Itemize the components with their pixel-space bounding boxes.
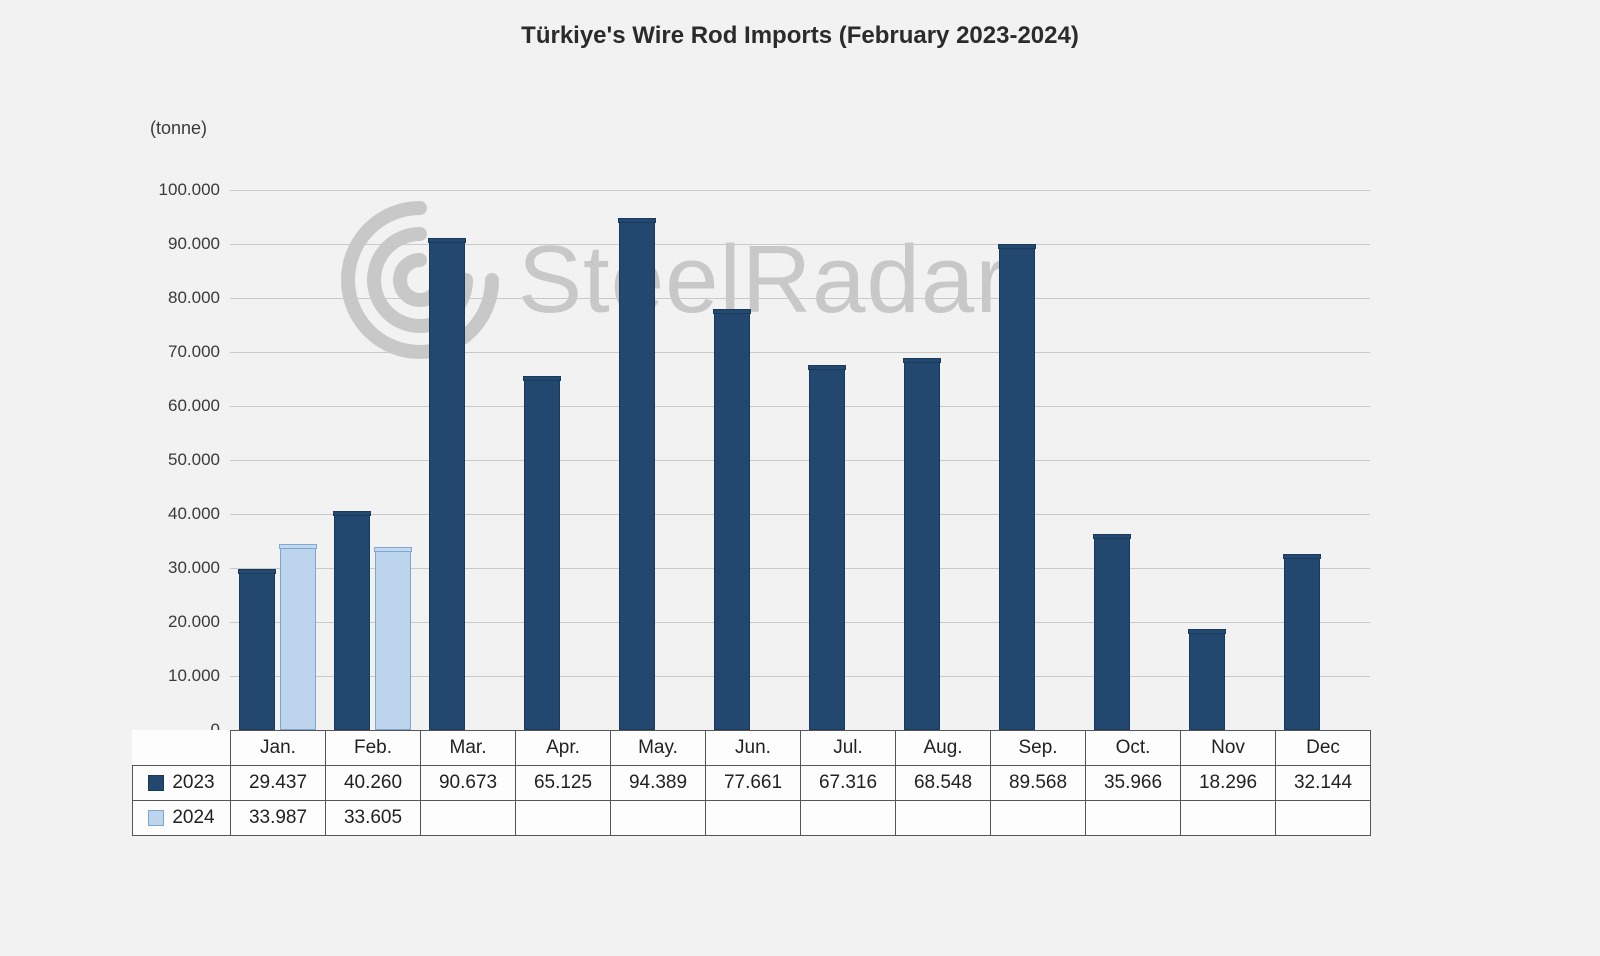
table-header-cell: Apr. <box>516 731 611 766</box>
table-cell: 40.260 <box>326 766 421 801</box>
table-row: 2023 29.43740.26090.67365.12594.38977.661… <box>133 766 1371 801</box>
legend-label: 2023 <box>172 772 214 794</box>
bar-2023-sep <box>999 246 1036 730</box>
legend-swatch-icon <box>148 810 164 826</box>
table-header-cell: Sep. <box>991 731 1086 766</box>
gridline <box>230 460 1370 461</box>
table-cell: 68.548 <box>896 766 991 801</box>
table-header-cell: Mar. <box>421 731 516 766</box>
table-header-cell: Nov <box>1181 731 1276 766</box>
watermark-rings-icon <box>340 200 500 360</box>
bar-2023-feb <box>334 513 371 730</box>
y-tick-label: 90.000 <box>168 234 230 254</box>
table-header-cell: Jan. <box>231 731 326 766</box>
bar-2023-apr <box>524 378 561 730</box>
bar-2023-jun <box>714 311 751 730</box>
legend-label: 2024 <box>172 807 214 829</box>
bar-2023-nov <box>1189 631 1226 730</box>
gridline <box>230 352 1370 353</box>
bar-2023-may <box>619 220 656 730</box>
table-cell: 77.661 <box>706 766 801 801</box>
table-cell: 35.966 <box>1086 766 1181 801</box>
y-tick-label: 100.000 <box>159 180 230 200</box>
y-tick-label: 70.000 <box>168 342 230 362</box>
gridline <box>230 514 1370 515</box>
y-tick-label: 40.000 <box>168 504 230 524</box>
bar-2023-aug <box>904 360 941 730</box>
chart-title: Türkiye's Wire Rod Imports (February 202… <box>0 22 1600 50</box>
table-cell <box>896 801 991 836</box>
table-cell <box>516 801 611 836</box>
table-row: 2024 33.98733.605 <box>133 801 1371 836</box>
bar-2023-oct <box>1094 536 1131 730</box>
bar-2023-jan <box>239 571 276 730</box>
gridline <box>230 190 1370 191</box>
bar-2023-mar <box>429 240 466 730</box>
table-cell <box>1181 801 1276 836</box>
legend-cell-2023: 2023 <box>133 766 231 801</box>
table-cell: 94.389 <box>611 766 706 801</box>
y-axis-unit-label: (tonne) <box>150 118 207 139</box>
bar-2023-dec <box>1284 556 1321 730</box>
plot-area: SteelRadar 010.00020.00030.00040.00050.0… <box>230 190 1370 731</box>
table-cell: 89.568 <box>991 766 1086 801</box>
table-header-cell: Jun. <box>706 731 801 766</box>
gridline <box>230 244 1370 245</box>
y-tick-label: 50.000 <box>168 450 230 470</box>
bar-2024-feb <box>375 549 412 730</box>
table-cell: 32.144 <box>1276 766 1371 801</box>
y-tick-label: 10.000 <box>168 666 230 686</box>
table-header-cell: Feb. <box>326 731 421 766</box>
y-tick-label: 30.000 <box>168 558 230 578</box>
watermark-text: SteelRadar <box>518 225 1008 335</box>
gridline <box>230 406 1370 407</box>
table-header-cell: Aug. <box>896 731 991 766</box>
table-cell: 33.987 <box>231 801 326 836</box>
table-cell: 90.673 <box>421 766 516 801</box>
table-cell <box>421 801 516 836</box>
legend-cell-2024: 2024 <box>133 801 231 836</box>
table-header-cell: May. <box>611 731 706 766</box>
y-tick-label: 80.000 <box>168 288 230 308</box>
table-header-cell: Dec <box>1276 731 1371 766</box>
table-cell <box>1086 801 1181 836</box>
gridline <box>230 298 1370 299</box>
table-cell: 33.605 <box>326 801 421 836</box>
table-header-cell: Oct. <box>1086 731 1181 766</box>
table-cell <box>991 801 1086 836</box>
table-corner-cell <box>133 731 231 766</box>
bar-2023-jul <box>809 367 846 731</box>
y-tick-label: 20.000 <box>168 612 230 632</box>
table-cell: 67.316 <box>801 766 896 801</box>
table-cell <box>611 801 706 836</box>
table-header-cell: Jul. <box>801 731 896 766</box>
y-tick-label: 60.000 <box>168 396 230 416</box>
table-cell: 65.125 <box>516 766 611 801</box>
table-header-row: Jan.Feb.Mar.Apr.May.Jun.Jul.Aug.Sep.Oct.… <box>133 731 1371 766</box>
table-cell <box>706 801 801 836</box>
table-cell <box>801 801 896 836</box>
legend-swatch-icon <box>148 775 164 791</box>
table-cell: 29.437 <box>231 766 326 801</box>
bar-2024-jan <box>280 546 317 730</box>
chart-container: Türkiye's Wire Rod Imports (February 202… <box>0 0 1600 956</box>
data-table: Jan.Feb.Mar.Apr.May.Jun.Jul.Aug.Sep.Oct.… <box>132 730 1371 836</box>
table-cell <box>1276 801 1371 836</box>
table-cell: 18.296 <box>1181 766 1276 801</box>
